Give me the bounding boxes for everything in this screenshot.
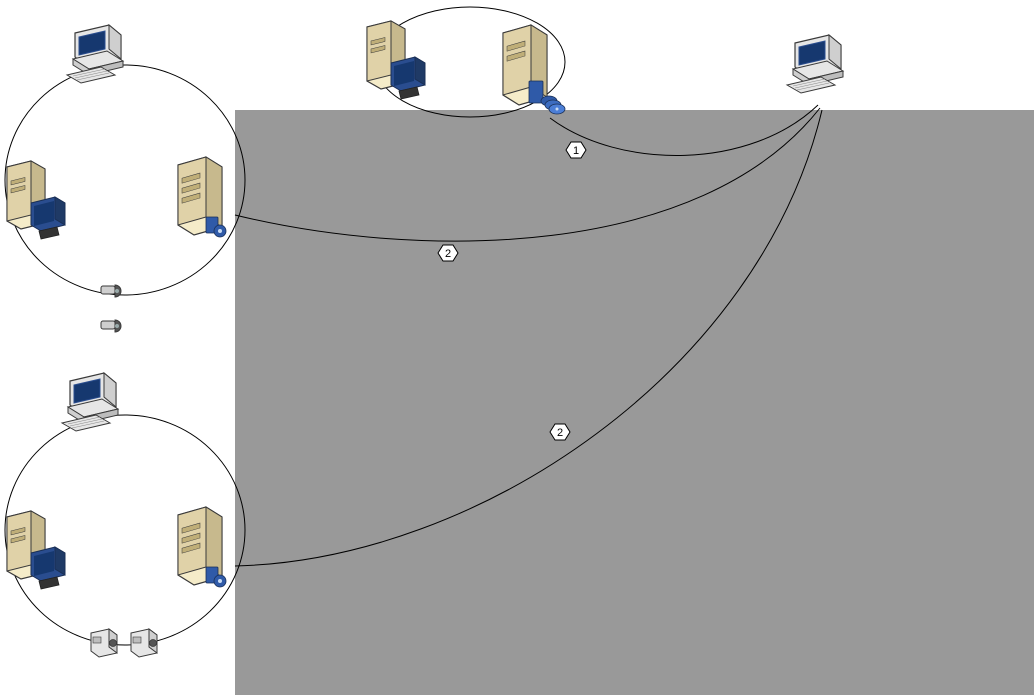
cam-box-2 bbox=[131, 629, 157, 657]
cam-dome-1 bbox=[101, 285, 121, 297]
conn-3-badge: 2 bbox=[550, 424, 570, 440]
network-diagram: 1 2 2 bbox=[0, 0, 1034, 695]
background-region bbox=[235, 110, 1034, 695]
conn-2-badge: 2 bbox=[438, 245, 458, 261]
conn-2-badge-label: 2 bbox=[445, 248, 451, 260]
cam-box-1 bbox=[91, 629, 117, 657]
site-server-top-left bbox=[178, 157, 226, 237]
conn-1-badge: 1 bbox=[566, 142, 586, 158]
site-server-bottom-left bbox=[178, 507, 226, 587]
client-pc-right bbox=[787, 35, 843, 93]
cam-dome-2 bbox=[101, 320, 121, 332]
conn-3-badge-label: 2 bbox=[557, 427, 563, 439]
pc-bottom-left bbox=[62, 373, 118, 431]
server-monitor-top-center bbox=[367, 21, 425, 99]
conn-1-badge-label: 1 bbox=[573, 145, 579, 157]
pc-top-left bbox=[67, 25, 123, 83]
